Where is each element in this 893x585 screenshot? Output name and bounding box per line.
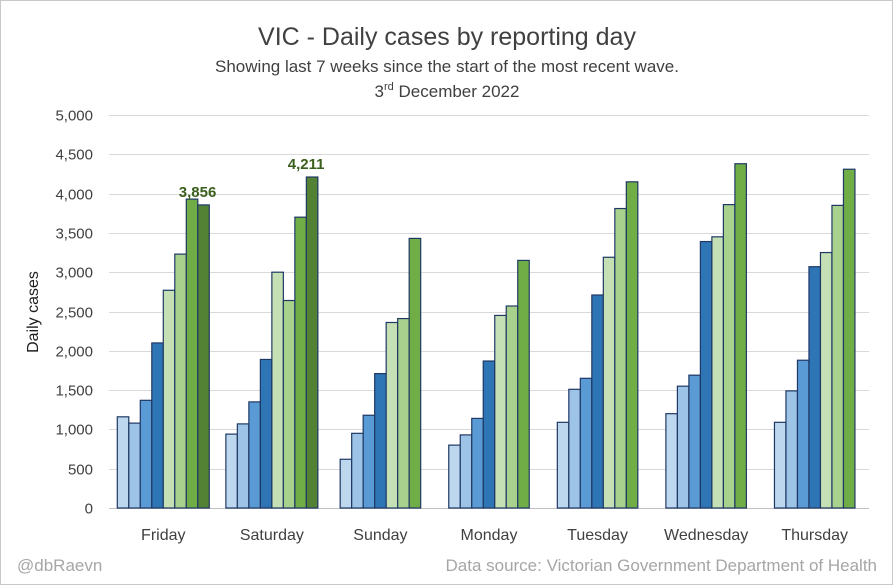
bar-thursday-week-4 (808, 266, 822, 509)
bar-wednesday-week-7 (734, 163, 747, 509)
y-tick-label: 3,500 (55, 226, 93, 243)
y-tick-label: 2,000 (55, 344, 93, 361)
bar-sunday-week-5 (385, 321, 399, 509)
bar-tuesday-week-5 (602, 256, 616, 509)
bar-friday-week-7 (185, 198, 199, 509)
bar-friday-week-6 (174, 253, 187, 509)
bar-monday-week-3 (471, 417, 484, 509)
bar-wednesday-week-1 (665, 413, 678, 509)
bar-monday-week-7 (517, 259, 530, 509)
bar-sunday-week-3 (362, 414, 376, 509)
bar-saturday-week-3 (248, 401, 261, 509)
chart-subtitle: Showing last 7 weeks since the start of … (215, 57, 679, 76)
y-axis-ticks: 0 500 1,000 1,500 2,000 2,500 3,000 3,500 4,000 4… (55, 108, 93, 518)
bar-thursday-week-6 (831, 204, 845, 509)
bar-monday-week-5 (494, 314, 507, 509)
bar-tuesday-week-1 (556, 421, 570, 509)
bar-tuesday-week-4 (591, 294, 604, 509)
y-tick-label: 5,000 (55, 108, 93, 125)
bar-friday-week-3 (139, 399, 153, 509)
bar-thursday-week-7 (842, 168, 856, 509)
y-tick-label: 1,500 (55, 383, 93, 400)
y-tick-label: 4,500 (55, 147, 93, 164)
y-tick-label: 4,000 (55, 187, 93, 204)
bars (116, 163, 856, 509)
bar-sunday-week-6 (397, 317, 410, 509)
author-credit: @dbRaevn (17, 556, 102, 575)
x-tick-label: Saturday (240, 527, 304, 544)
bar-thursday-week-3 (796, 359, 810, 509)
bar-thursday-week-1 (773, 421, 787, 509)
bar-sunday-week-7 (408, 237, 422, 509)
data-label: 4,211 (288, 156, 325, 173)
bar-monday-week-2 (459, 434, 473, 509)
bar-thursday-week-2 (785, 390, 799, 509)
x-tick-label: Tuesday (567, 527, 628, 544)
bar-saturday-week-4 (259, 358, 273, 509)
bar-tuesday-week-6 (614, 207, 627, 509)
bar-friday-week-5 (162, 289, 176, 509)
bar-friday-week-8 (197, 204, 210, 509)
y-tick-label: 3,000 (55, 265, 93, 282)
chart-date-ordinal: rd (384, 81, 394, 93)
bar-monday-week-6 (505, 305, 519, 509)
y-tick-label: 1,000 (55, 422, 93, 439)
data-label: 3,856 (179, 184, 217, 201)
bar-thursday-week-5 (819, 251, 833, 509)
chart-date-month-year: December 2022 (394, 82, 520, 101)
bar-sunday-week-4 (374, 372, 387, 509)
y-tick-label: 2,500 (55, 305, 93, 322)
x-tick-label: Wednesday (664, 527, 748, 544)
bar-saturday-week-1 (225, 433, 238, 509)
x-tick-label: Thursday (781, 527, 848, 544)
bar-tuesday-week-3 (579, 377, 593, 509)
bar-saturday-week-8 (305, 176, 319, 509)
x-axis-ticks: Friday Saturday Sunday Monday Tuesday Wednesd… (141, 527, 848, 544)
bar-wednesday-week-4 (699, 240, 713, 509)
bar-wednesday-week-2 (676, 385, 690, 509)
bar-saturday-week-2 (236, 423, 250, 509)
bar-friday-week-1 (116, 416, 130, 509)
y-axis-label: Daily cases (25, 271, 42, 353)
bar-monday-week-4 (482, 360, 496, 509)
y-tick-label: 0 (85, 501, 93, 518)
chart-title: VIC - Daily cases by reporting day (258, 23, 636, 51)
chart-date: 3rd December 2022 (375, 81, 520, 101)
bar-sunday-week-2 (351, 432, 364, 509)
data-source-credit: Data source: Victorian Government Depart… (445, 556, 877, 575)
bar-wednesday-week-6 (722, 204, 736, 509)
bar-saturday-week-7 (294, 216, 307, 509)
bar-friday-week-2 (128, 422, 141, 509)
bar-tuesday-week-2 (568, 388, 581, 509)
x-tick-label: Monday (461, 527, 518, 544)
y-tick-label: 500 (68, 462, 93, 479)
bar-tuesday-week-7 (625, 181, 639, 509)
bar-monday-week-1 (448, 444, 461, 509)
bar-wednesday-week-5 (711, 236, 724, 509)
data-labels: 3,856 4,211 (179, 156, 325, 201)
bar-saturday-week-6 (282, 299, 296, 509)
bar-saturday-week-5 (271, 271, 284, 509)
x-tick-label: Sunday (353, 527, 407, 544)
bar-friday-week-4 (151, 342, 164, 509)
bar-sunday-week-1 (339, 458, 353, 509)
x-tick-label: Friday (141, 527, 185, 544)
chart-date-day: 3 (375, 82, 384, 101)
bar-wednesday-week-3 (688, 374, 701, 509)
